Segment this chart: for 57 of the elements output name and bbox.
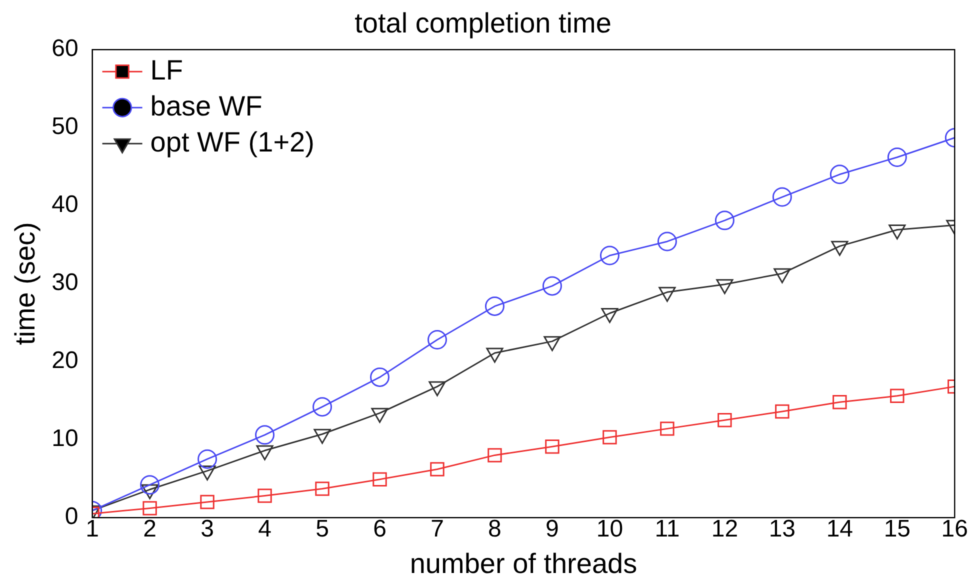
x-tick-label: 8	[488, 516, 502, 543]
point	[775, 404, 790, 419]
point	[657, 232, 677, 252]
point	[315, 482, 330, 496]
x-tick-label: 7	[430, 516, 444, 543]
point	[142, 501, 157, 516]
y-tick-label: 40	[52, 191, 78, 218]
x-tick-label: 10	[596, 516, 624, 543]
point	[545, 440, 560, 454]
y-tick-label: 10	[52, 425, 78, 452]
point	[370, 367, 390, 387]
x-tick-label: 16	[941, 516, 968, 543]
x-tick-label: 14	[826, 516, 854, 543]
x-tick-label: 11	[654, 516, 680, 543]
point	[488, 448, 502, 462]
x-tick-label: 5	[316, 516, 329, 543]
point	[887, 147, 907, 167]
x-tick-label: 2	[143, 516, 156, 543]
point	[484, 296, 504, 316]
point	[430, 462, 444, 476]
x-tick-label: 15	[884, 516, 911, 543]
chart-title: total completion time	[354, 8, 612, 39]
point	[542, 276, 562, 296]
x-tick-label: 4	[258, 516, 272, 543]
point	[200, 494, 214, 510]
x-tick-label: 6	[373, 516, 386, 543]
point	[718, 412, 732, 428]
point	[258, 488, 272, 503]
legend-label: opt WF (1+2)	[150, 126, 314, 158]
y-tick-label: 60	[52, 35, 78, 62]
x-axis-title: number of threads	[410, 548, 638, 579]
x-tick-label: 12	[711, 516, 738, 543]
x-tick-label: 3	[200, 516, 214, 543]
point	[772, 187, 792, 207]
legend-label: base WF	[150, 90, 262, 122]
point	[427, 330, 447, 350]
y-axis-title: time (sec)	[10, 222, 41, 346]
point	[660, 422, 674, 436]
point	[198, 449, 218, 469]
point	[255, 425, 275, 445]
x-tick-label: 13	[768, 516, 796, 543]
point	[602, 430, 617, 444]
point	[312, 397, 332, 417]
y-tick-label: 30	[52, 269, 78, 296]
point	[140, 475, 160, 495]
point	[372, 472, 387, 486]
point	[832, 395, 847, 410]
point	[890, 388, 904, 404]
point	[600, 246, 620, 266]
legend-label: LF	[150, 54, 183, 86]
x-tick-label: 9	[546, 516, 559, 543]
y-tick-label: 20	[52, 347, 78, 374]
y-tick-label: 50	[52, 113, 78, 140]
x-tick-label: 1	[86, 516, 99, 543]
y-tick-label: 0	[64, 503, 78, 530]
point	[830, 164, 850, 184]
point	[714, 210, 734, 230]
